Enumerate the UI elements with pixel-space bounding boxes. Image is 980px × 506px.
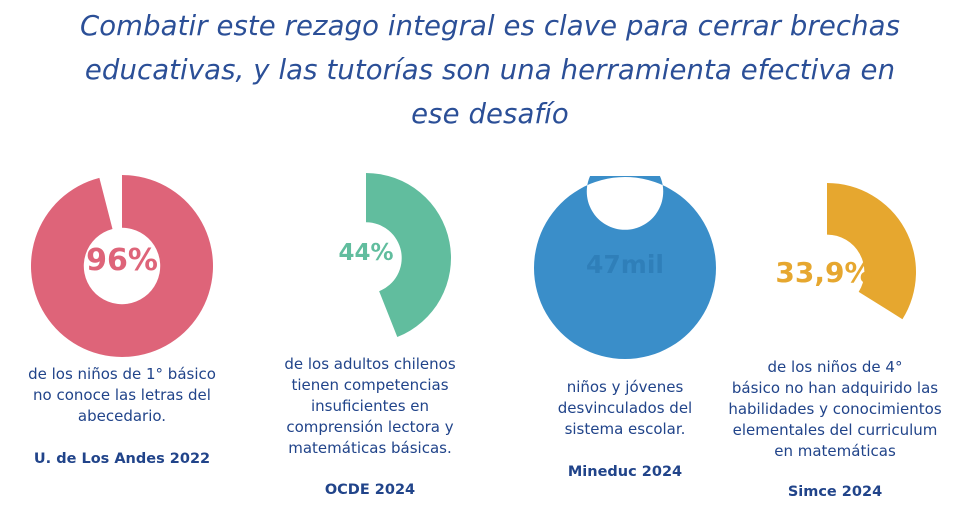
description-3-line-2: desvinculados del: [557, 399, 693, 417]
donut-arc-4: [827, 183, 916, 320]
description-2-line-3: insuficientes en: [310, 397, 430, 415]
description-3-line-3: sistema escolar.: [564, 420, 686, 438]
donut-chart-1: [30, 175, 214, 357]
donut-label-4: 33,9%: [775, 256, 873, 289]
description-2-line-1: de los adultos chilenos: [284, 355, 456, 373]
description-2-line-4: comprensión lectora y: [286, 418, 454, 436]
donut-chart-3: [533, 176, 716, 359]
source-3: Mineduc 2024: [567, 464, 683, 480]
description-4-line-2: básico no han adquirido las: [731, 379, 939, 397]
description-2-line-5: matemáticas básicas.: [288, 439, 452, 457]
description-1-line-1: de los niños de 1° básico: [28, 365, 216, 383]
headline-line-2: educativas, y las tutorías son una herra…: [84, 54, 896, 86]
headline-line-3: ese desafío: [411, 98, 569, 130]
headline-line-1: Combatir este rezago integral es clave p…: [79, 10, 901, 42]
description-4-line-4: elementales del curriculum: [732, 421, 938, 439]
donut-arc-2: [366, 173, 451, 338]
description-4-line-1: de los niños de 4°: [767, 358, 903, 376]
donut-chart-4: [827, 183, 916, 320]
description-4-line-3: habilidades y conocimientos: [728, 400, 942, 418]
donut-arc-1: [30, 175, 214, 357]
description-2-line-2: tienen competencias: [291, 376, 449, 394]
source-4: Simce 2024: [787, 484, 883, 500]
description-3-line-1: niños y jóvenes: [566, 378, 684, 396]
source-1: U. de Los Andes 2022: [33, 451, 211, 467]
source-2: OCDE 2024: [324, 482, 416, 498]
description-3: niños y jóvenes desvinculados del sistem…: [515, 377, 735, 440]
donut-chart-2: [366, 173, 451, 338]
description-1-line-3: abecedario.: [77, 407, 167, 425]
donut-label-3: 47mil: [586, 250, 664, 279]
description-1: de los niños de 1° básico no conoce las …: [10, 364, 234, 427]
donut-label-2: 44%: [338, 240, 394, 266]
description-4-line-5: en matemáticas: [774, 442, 896, 460]
donut-arc-3: [533, 176, 716, 359]
headline: Combatir este rezago integral es clave p…: [0, 4, 980, 136]
description-1-line-2: no conoce las letras del: [33, 386, 211, 404]
description-2: de los adultos chilenos tienen competenc…: [255, 354, 485, 459]
donut-label-1: 96%: [86, 243, 158, 278]
description-4: de los niños de 4° básico no han adquiri…: [715, 357, 955, 462]
